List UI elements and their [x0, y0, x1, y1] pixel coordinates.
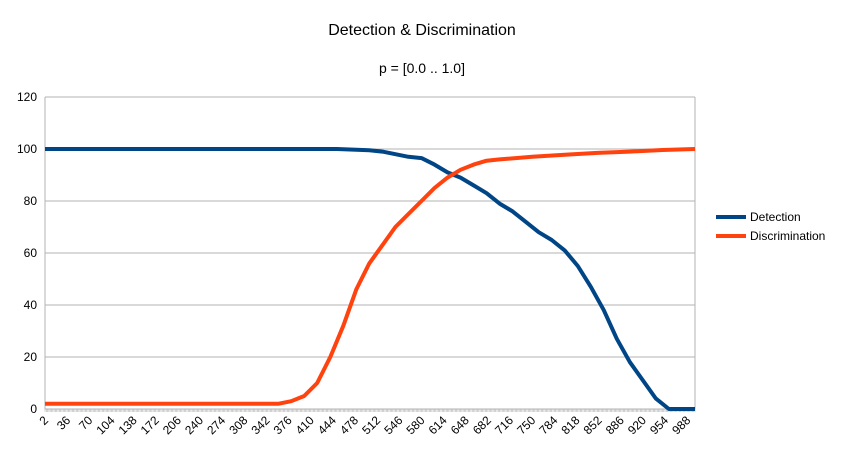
chart-title: Detection & Discrimination	[328, 22, 516, 39]
grid-lines	[45, 96, 695, 410]
x-tick-label: 512	[359, 413, 383, 437]
x-tick-label: 546	[381, 413, 405, 437]
legend: Detection Discrimination	[716, 210, 825, 243]
y-tick-label: 20	[24, 350, 38, 364]
y-tick-label: 60	[24, 246, 38, 260]
x-tick-label: 580	[404, 413, 428, 437]
x-tick-label: 70	[76, 413, 96, 433]
x-tick-label: 648	[448, 413, 472, 437]
series-lines	[45, 147, 696, 411]
x-tick-label: 104	[93, 413, 117, 437]
x-tick-label: 818	[559, 413, 583, 437]
y-tick-label: 0	[30, 402, 37, 416]
legend-label-detection: Detection	[750, 210, 801, 224]
x-tick-label: 954	[647, 413, 671, 437]
x-tick-label: 886	[603, 413, 627, 437]
x-tick-label: 376	[271, 413, 295, 437]
x-tick-label: 716	[492, 413, 516, 437]
y-tick-label: 100	[17, 142, 37, 156]
x-tick-label: 172	[138, 413, 162, 437]
y-tick-label: 120	[17, 90, 37, 104]
x-tick-label: 852	[581, 413, 605, 437]
x-tick-label: 240	[182, 413, 206, 437]
x-tick-label: 206	[160, 413, 184, 437]
y-tick-label: 40	[24, 298, 38, 312]
legend-label-discrimination: Discrimination	[750, 229, 825, 243]
chart-subtitle: p = [0.0 .. 1.0]	[379, 60, 465, 76]
x-tick-label: 920	[625, 413, 649, 437]
x-tick-label: 444	[315, 413, 339, 437]
x-tick-label: 2	[36, 413, 51, 428]
x-tick-label: 784	[536, 413, 560, 437]
x-tick-label: 308	[226, 413, 250, 437]
x-tick-label: 36	[54, 413, 74, 433]
series-line-detection	[45, 147, 695, 411]
x-tick-label: 988	[669, 413, 693, 437]
x-tick-label: 478	[337, 413, 361, 437]
x-tick-label: 342	[249, 413, 273, 437]
x-tick-label: 682	[470, 413, 494, 437]
x-tick-label: 410	[293, 413, 317, 437]
x-tick-label: 750	[514, 413, 538, 437]
x-tick-label: 138	[116, 413, 140, 437]
x-tick-label: 274	[204, 413, 228, 437]
y-tick-label: 80	[24, 194, 38, 208]
axes: 0 20 40 60 80 100 120 2 36 7010413817220624027430…	[17, 90, 696, 437]
series-line-discrimination	[45, 147, 696, 406]
x-tick-label: 614	[426, 413, 450, 437]
